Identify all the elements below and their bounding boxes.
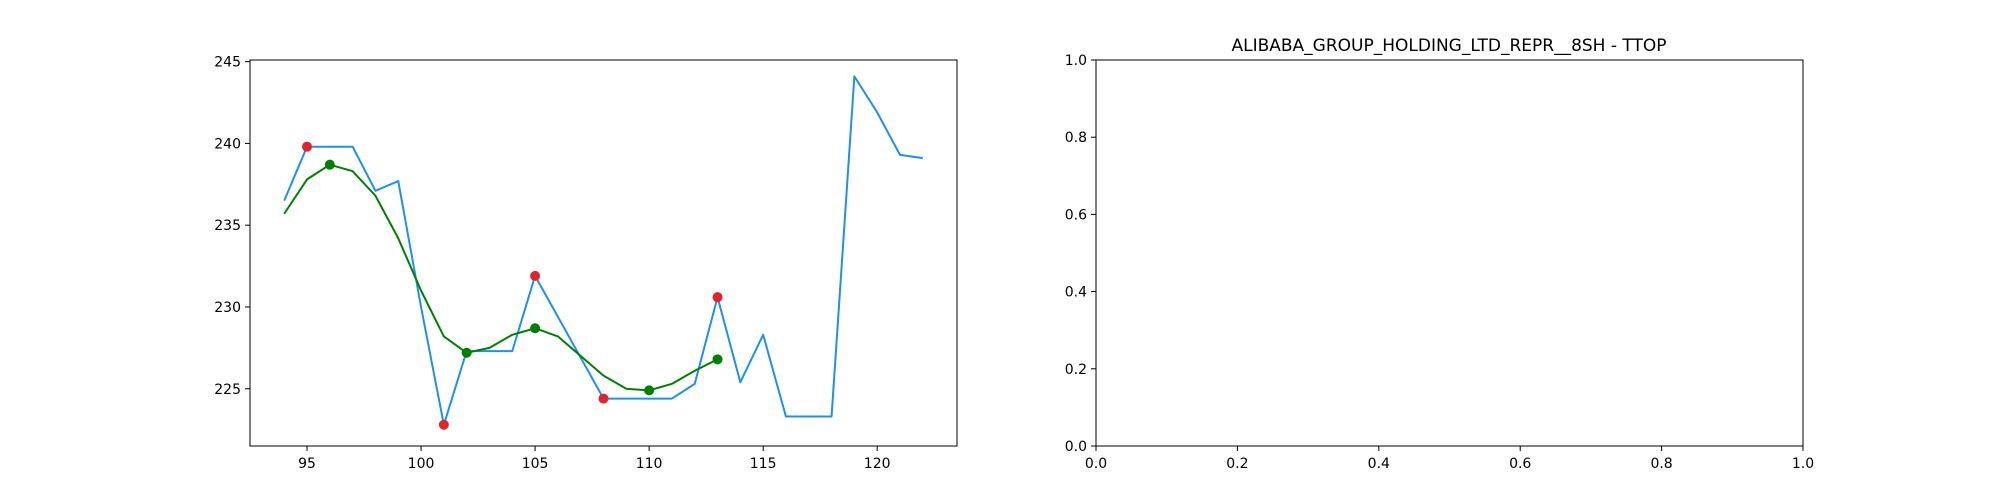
price-chart: 95 100 105 110 115 120 225 230 235 240 245 xyxy=(214,55,958,472)
ttop-chart-y-tick-label: 0.8 xyxy=(1065,130,1087,146)
raw-extremum-point xyxy=(712,292,723,303)
price-chart-y-tick-label: 230 xyxy=(214,300,241,316)
price-chart-y-axis: 225 230 235 240 245 xyxy=(214,55,250,398)
price-chart-x-tick-label: 100 xyxy=(408,456,435,472)
ttop-chart-y-axis: 0.0 0.2 0.4 0.6 0.8 1.0 xyxy=(1065,53,1096,455)
raw-extremum-point xyxy=(302,141,313,152)
ttop-chart-y-tick-label: 0.6 xyxy=(1065,207,1087,223)
price-chart-y-tick-label: 245 xyxy=(214,55,241,71)
ttop-chart-y-tick-label: 1.0 xyxy=(1065,53,1087,69)
ttop-chart-frame xyxy=(1095,59,1804,447)
price-chart-y-tick-label: 225 xyxy=(214,382,241,398)
smoothed-extremum-point xyxy=(324,159,335,170)
price-chart-y-tick-label: 235 xyxy=(214,218,241,234)
price-chart-frame xyxy=(249,59,958,447)
ttop-chart-x-tick-label: 0.0 xyxy=(1085,456,1107,472)
smoothed-extremum-point xyxy=(461,347,472,358)
price-chart-x-axis: 95 100 105 110 115 120 xyxy=(298,446,891,472)
price-chart-x-tick-label: 105 xyxy=(522,456,549,472)
ttop-chart-x-tick-label: 0.4 xyxy=(1368,456,1390,472)
raw-extremum-point xyxy=(438,419,449,430)
price-chart-y-tick-label: 240 xyxy=(214,136,241,152)
ttop-chart-x-axis: 0.0 0.2 0.4 0.6 0.8 1.0 xyxy=(1085,446,1814,472)
smoothed-extremum-point xyxy=(530,323,541,334)
ttop-chart: ALIBABA_GROUP_HOLDING_LTD_REPR__8SH - TT… xyxy=(1065,36,1814,472)
smoothed-extremum-point xyxy=(644,385,655,396)
ttop-chart-x-tick-label: 0.8 xyxy=(1650,456,1672,472)
price-chart-x-tick-label: 110 xyxy=(636,456,663,472)
smoothed-extremum-point xyxy=(712,354,723,365)
ttop-chart-x-tick-label: 1.0 xyxy=(1792,456,1814,472)
price-chart-series xyxy=(283,75,923,430)
ttop-chart-y-tick-label: 0.4 xyxy=(1065,285,1087,301)
raw-extremum-point xyxy=(598,393,609,404)
ttop-chart-title: ALIBABA_GROUP_HOLDING_LTD_REPR__8SH - TT… xyxy=(1231,36,1666,56)
raw-extremum-point xyxy=(530,270,541,281)
ttop-chart-y-tick-label: 0.2 xyxy=(1065,362,1087,378)
ttop-chart-y-tick-label: 0.0 xyxy=(1065,439,1087,455)
ttop-chart-x-tick-label: 0.2 xyxy=(1226,456,1248,472)
price-chart-x-tick-label: 115 xyxy=(750,456,777,472)
ttop-chart-x-tick-label: 0.6 xyxy=(1509,456,1531,472)
price-chart-x-tick-label: 120 xyxy=(864,456,891,472)
price-chart-x-tick-label: 95 xyxy=(298,456,316,472)
